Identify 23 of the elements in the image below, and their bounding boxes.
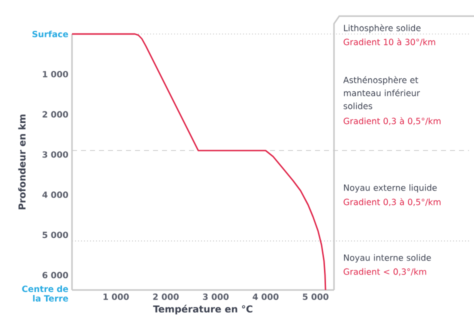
y-axis-title: Profondeur en km <box>18 114 26 210</box>
text: Gradient 10 à 30°/km <box>344 38 436 46</box>
text: Gradient 0,3 à 0,5°/km <box>344 117 441 126</box>
text: Gradient 0,3 à 0,5°/km <box>344 198 441 206</box>
y-tick-label: Centre de la Terre <box>22 285 68 302</box>
y-tick-label: Surface <box>32 30 68 38</box>
text: Gradient < 0,3°/km <box>344 268 426 276</box>
text: Noyau interne solide <box>344 254 431 262</box>
x-axis-title: Température en °C <box>153 304 252 314</box>
text: Noyau externe liquide <box>344 184 437 192</box>
y-tick-label: 5 000 <box>42 232 68 238</box>
x-tick-label: 2 000 <box>153 294 179 300</box>
text: Lithosphère solide <box>344 24 421 33</box>
x-tick-label: 1 000 <box>104 294 129 300</box>
y-tick-label: 1 000 <box>42 70 68 78</box>
y-tick-label: 2 000 <box>42 111 68 118</box>
y-tick-label: 4 000 <box>42 192 68 198</box>
y-tick-label: 6 000 <box>42 272 68 278</box>
x-tick-label: 4 000 <box>252 294 279 300</box>
y-tick-label: 3 000 <box>42 151 68 158</box>
text: Asthénosphère et manteau inférieur solides <box>343 76 420 110</box>
x-tick-label: 5 000 <box>302 294 328 300</box>
x-tick-label: 3 000 <box>202 294 229 300</box>
